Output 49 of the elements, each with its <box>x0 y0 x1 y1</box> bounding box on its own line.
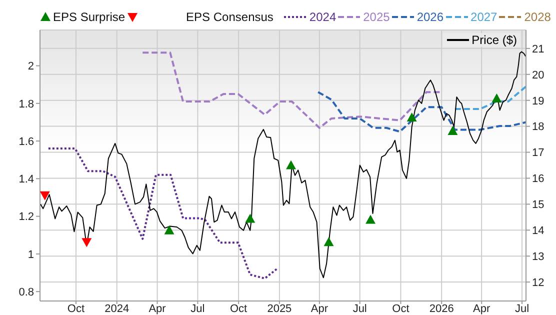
y2-tick-label: 18 <box>532 121 544 134</box>
y2-tick-label: 16 <box>532 173 544 186</box>
y2-tick-label: 19 <box>532 95 544 108</box>
point <box>164 225 174 234</box>
point <box>286 160 296 170</box>
y-tick-label: 1.2 <box>18 211 34 224</box>
point <box>40 191 50 200</box>
point <box>324 237 334 246</box>
y2-tick-label: 13 <box>532 251 544 263</box>
legend-label: 2026 <box>416 10 444 24</box>
point <box>492 94 502 103</box>
legend-label: EPS Surprise <box>53 10 126 24</box>
x-tick-label: Jul <box>190 302 205 315</box>
x-tick-label: Apr <box>310 302 328 315</box>
y-tick-label: 2 <box>28 60 34 73</box>
point <box>82 238 92 248</box>
x-tick-label: Oct <box>392 302 410 315</box>
y2-tick-label: 21 <box>532 43 544 56</box>
x-tick-label: Apr <box>148 302 166 315</box>
point <box>406 112 417 122</box>
y-tick-label: 0.8 <box>18 286 34 298</box>
point <box>448 126 458 135</box>
x-tick-label: Oct <box>67 302 85 315</box>
y-tick-label: 1.4 <box>18 174 34 186</box>
y2-tick-label: 14 <box>532 225 544 238</box>
y2-tick-label: 20 <box>532 69 544 82</box>
point <box>366 214 376 224</box>
x-tick-label: 2026 <box>429 302 454 315</box>
y-tick-label: 1.8 <box>18 98 34 110</box>
x-tick-label: Oct <box>230 302 248 315</box>
line-series <box>40 51 526 278</box>
legend-title: EPS Consensus <box>186 10 274 24</box>
y2-tick-label: 17 <box>532 147 544 160</box>
legend-label: Price ($) <box>472 33 517 47</box>
x-tick-label: Jul <box>514 302 530 315</box>
legend-label: 2024 <box>309 10 336 24</box>
y-tick-label: 1.6 <box>18 136 34 148</box>
x-tick-label: 2024 <box>104 302 130 315</box>
legend-label: 2028 <box>524 10 551 24</box>
x-tick-label: 2025 <box>267 302 292 315</box>
y2-tick-label: 15 <box>532 199 544 212</box>
y2-tick-label: 12 <box>532 276 544 289</box>
x-tick-label: Jul <box>352 302 367 315</box>
legend-label: 2025 <box>363 10 390 24</box>
x-tick-label: Apr <box>473 302 490 315</box>
line-series <box>47 148 278 280</box>
point <box>245 214 256 223</box>
legend-label: 2027 <box>470 10 498 24</box>
y-tick-label: 1 <box>28 248 34 261</box>
